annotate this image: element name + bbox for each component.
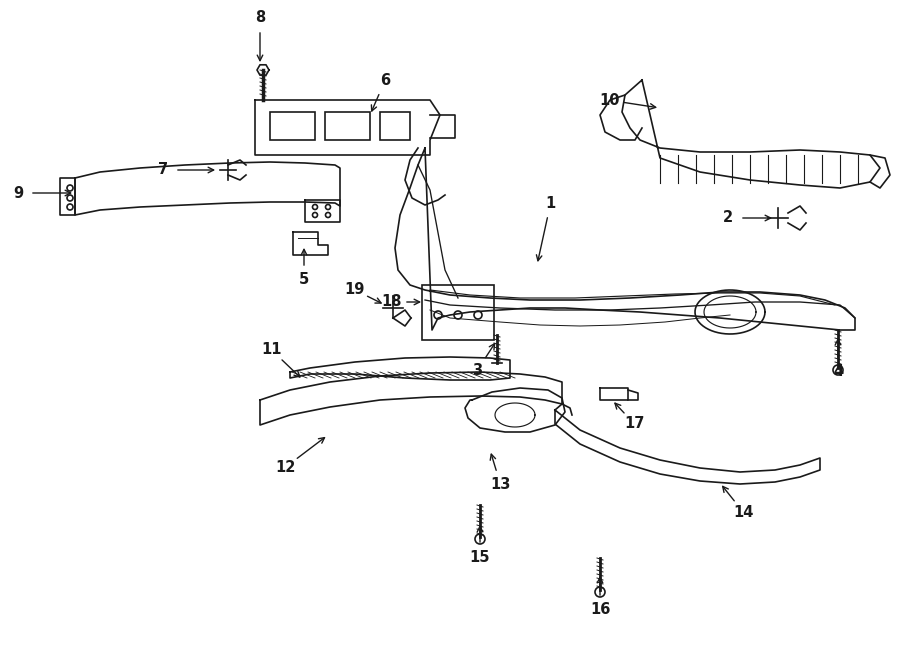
Text: 9: 9 xyxy=(13,186,23,200)
Text: 7: 7 xyxy=(158,163,168,178)
Text: 2: 2 xyxy=(723,210,734,225)
Text: 17: 17 xyxy=(624,416,644,431)
Text: 5: 5 xyxy=(299,272,309,288)
Text: 11: 11 xyxy=(261,342,282,357)
Text: 13: 13 xyxy=(491,477,510,492)
Text: 14: 14 xyxy=(734,505,753,520)
Text: 10: 10 xyxy=(598,93,619,108)
Text: 1: 1 xyxy=(545,196,555,211)
Text: 4: 4 xyxy=(832,364,843,379)
Bar xyxy=(422,285,494,340)
Text: 15: 15 xyxy=(470,549,490,564)
Text: 18: 18 xyxy=(382,295,402,309)
Text: 3: 3 xyxy=(472,363,482,377)
Text: 8: 8 xyxy=(255,11,266,26)
Text: 16: 16 xyxy=(590,602,610,617)
Bar xyxy=(325,112,370,140)
Bar xyxy=(380,112,410,140)
Text: 19: 19 xyxy=(344,282,364,297)
Bar xyxy=(270,112,315,140)
Text: 12: 12 xyxy=(275,460,295,475)
Text: 6: 6 xyxy=(380,73,390,89)
